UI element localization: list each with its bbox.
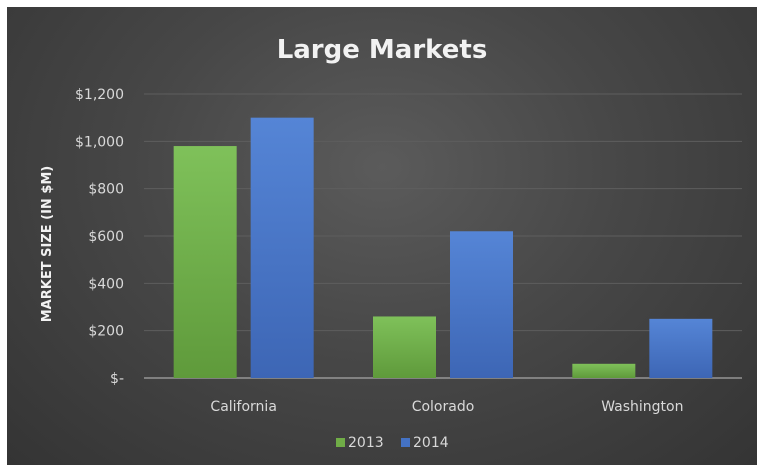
bar-2013-colorado (373, 316, 436, 378)
bar-chart: Large Markets MARKET SIZE (IN $M) $- $200… (40, 35, 742, 451)
bar-2013-washington (572, 363, 636, 378)
y-axis-ticks: $- $200 $400 $600 $800 $1,000 $1,200 (75, 87, 124, 387)
legend-label: 2013 (348, 435, 384, 451)
legend: 2013 2014 (336, 435, 449, 451)
x-tick-label: Colorado (412, 399, 475, 415)
x-tick-label: California (210, 399, 276, 415)
bar-2014-colorado (450, 231, 513, 378)
y-axis-label: MARKET SIZE (IN $M) (40, 166, 55, 323)
chart-title: Large Markets (277, 35, 488, 65)
legend-swatch-2013 (336, 438, 345, 447)
bar-2014-washington (649, 318, 713, 378)
chart-area: Large Markets MARKET SIZE (IN $M) $- $200… (7, 7, 757, 465)
x-tick-label: Washington (601, 399, 683, 415)
x-axis-ticks: California Colorado Washington (210, 399, 683, 415)
bars (173, 117, 713, 379)
legend-swatch-2014 (401, 438, 410, 447)
y-tick-label: $400 (88, 276, 124, 292)
y-tick-label: $600 (88, 229, 124, 245)
y-tick-label: $1,000 (75, 134, 124, 150)
bar-2014-california (250, 117, 314, 379)
y-tick-label: $200 (88, 324, 124, 340)
y-tick-label: $- (110, 371, 124, 387)
bar-2013-california (173, 146, 237, 378)
legend-label: 2014 (413, 435, 449, 451)
y-tick-label: $800 (88, 182, 124, 198)
y-tick-label: $1,200 (75, 87, 124, 103)
gridlines (144, 93, 742, 379)
